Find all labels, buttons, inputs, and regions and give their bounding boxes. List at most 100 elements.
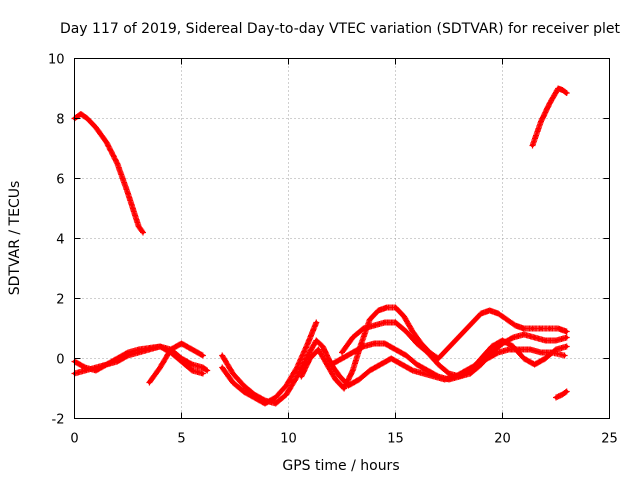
data-point <box>372 341 376 346</box>
data-point <box>252 395 256 400</box>
data-point <box>547 101 552 106</box>
data-point <box>533 362 537 367</box>
chart-title: Day 117 of 2019, Sidereal Day-to-day VTE… <box>60 21 621 37</box>
data-point <box>338 374 342 379</box>
y-tick-label: 0 <box>56 353 64 368</box>
data-point <box>421 371 425 376</box>
data-point <box>147 347 151 352</box>
data-point <box>488 308 492 313</box>
data-point <box>205 368 209 373</box>
data-point <box>284 392 288 397</box>
data-point <box>361 344 365 349</box>
data-point <box>562 353 567 358</box>
data-point <box>565 335 569 340</box>
data-point <box>263 401 267 406</box>
data-point <box>458 374 462 379</box>
data-point <box>351 335 355 340</box>
data-point <box>342 386 346 391</box>
data-point <box>340 350 344 355</box>
data-point <box>404 353 408 358</box>
data-point <box>393 320 398 325</box>
data-point <box>436 356 440 361</box>
data-point <box>115 359 119 364</box>
data-point <box>201 365 205 370</box>
data-point <box>554 338 558 343</box>
data-point <box>436 374 440 379</box>
series-arc-h <box>298 304 570 392</box>
series-markers <box>71 111 146 236</box>
data-point <box>190 368 194 373</box>
data-point <box>321 344 325 349</box>
data-point <box>179 341 184 346</box>
data-point <box>295 374 299 379</box>
data-point <box>447 371 451 376</box>
data-point <box>329 362 333 367</box>
data-point <box>402 314 406 319</box>
x-tick-label: 0 <box>70 432 78 447</box>
data-point <box>496 350 500 355</box>
x-tick-label: 10 <box>280 432 297 447</box>
x-axis-label: GPS time / hours <box>282 458 399 474</box>
data-point <box>284 383 288 388</box>
y-tick-label: 8 <box>56 113 64 128</box>
data-point <box>404 329 408 334</box>
series-arc-i <box>339 319 570 380</box>
data-point <box>368 317 372 322</box>
data-point <box>158 365 162 370</box>
data-point <box>445 347 449 352</box>
data-point <box>554 347 558 352</box>
data-point <box>426 368 430 373</box>
data-point <box>351 368 355 373</box>
series-arc-e <box>146 340 206 386</box>
data-point <box>522 326 526 331</box>
data-point <box>500 338 505 343</box>
data-point <box>325 362 329 367</box>
data-point <box>368 368 372 373</box>
axis-ticks: 0 5 10 15 20 25 -2 0 2 4 6 8 10 <box>48 53 618 447</box>
data-point <box>314 320 318 325</box>
series-arc-b <box>529 85 570 149</box>
data-point <box>383 320 387 325</box>
data-point <box>556 326 560 331</box>
data-point <box>511 344 515 349</box>
data-point <box>179 359 184 364</box>
data-point <box>169 347 173 352</box>
data-point <box>340 356 344 361</box>
data-point <box>220 365 224 370</box>
series-markers <box>529 85 570 149</box>
data-point <box>468 368 472 373</box>
data-point <box>533 335 537 340</box>
data-point <box>453 338 458 343</box>
data-point <box>351 350 355 355</box>
data-point <box>530 326 535 331</box>
data-point <box>385 305 389 310</box>
data-point <box>274 401 278 406</box>
data-point <box>378 362 383 367</box>
data-point <box>376 308 380 313</box>
data-point <box>565 389 569 394</box>
data-point <box>94 365 98 370</box>
series-arc-j <box>328 337 570 383</box>
series-arc-a <box>71 111 146 236</box>
data-point <box>190 347 194 352</box>
data-point <box>105 362 109 367</box>
data-point <box>470 320 475 325</box>
data-point <box>539 350 543 355</box>
y-tick-label: -2 <box>52 413 65 428</box>
y-tick-label: 10 <box>48 53 65 68</box>
series-arc-g <box>219 319 320 407</box>
data-point <box>505 317 509 322</box>
data-point <box>314 338 318 343</box>
data-point <box>560 392 565 397</box>
data-point <box>479 311 483 316</box>
data-point <box>241 389 246 394</box>
data-point <box>522 332 526 337</box>
data-point <box>295 365 299 370</box>
data-point <box>141 230 145 235</box>
data-point <box>554 395 558 400</box>
data-point <box>479 362 483 367</box>
data-point <box>308 356 312 361</box>
data-point <box>158 344 162 349</box>
data-point <box>513 323 517 328</box>
